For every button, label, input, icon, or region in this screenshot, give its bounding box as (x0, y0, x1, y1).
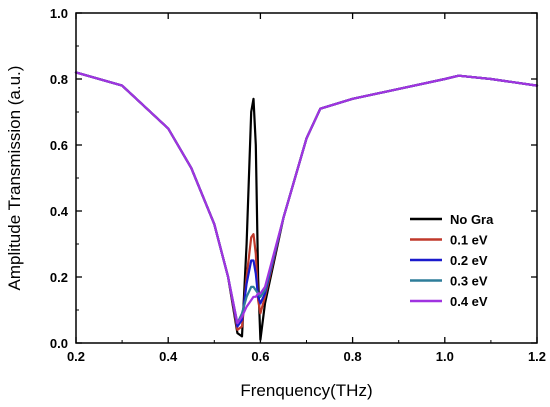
series-line-1 (74, 71, 539, 331)
series-lines (74, 71, 539, 341)
x-axis-label: Frenquency(THz) (240, 381, 372, 400)
legend-label-1: 0.1 eV (450, 233, 488, 248)
legend-label-3: 0.3 eV (450, 274, 488, 289)
x-tick-label: 0.2 (67, 349, 85, 364)
y-tick-label: 0.8 (50, 72, 68, 87)
x-tick-label: 0.4 (159, 349, 178, 364)
legend-label-2: 0.2 eV (450, 253, 488, 268)
y-tick-label: 0.4 (50, 204, 69, 219)
legend-label-4: 0.4 eV (450, 294, 488, 309)
x-tick-label: 1.0 (436, 349, 454, 364)
legend: No Gra 0.1 eV 0.2 eV 0.3 eV 0.4 eV (410, 212, 494, 309)
axis-ticks (75, 12, 538, 344)
x-tick-label: 0.8 (344, 349, 362, 364)
y-tick-label: 0.6 (50, 138, 68, 153)
x-tick-label: 1.2 (528, 349, 546, 364)
series-line-4 (74, 71, 539, 325)
tick-labels: 0.2 0.4 0.6 0.8 1.0 1.20.00.20.40.60.81.0 (50, 6, 546, 364)
y-axis-label: Amplitude Transmission (a.u.) (5, 66, 24, 291)
y-tick-label: 0.2 (50, 270, 68, 285)
x-tick-label: 0.6 (251, 349, 269, 364)
y-tick-label: 0.0 (50, 336, 68, 351)
y-tick-label: 1.0 (50, 6, 68, 21)
legend-label-0: No Gra (450, 212, 494, 227)
